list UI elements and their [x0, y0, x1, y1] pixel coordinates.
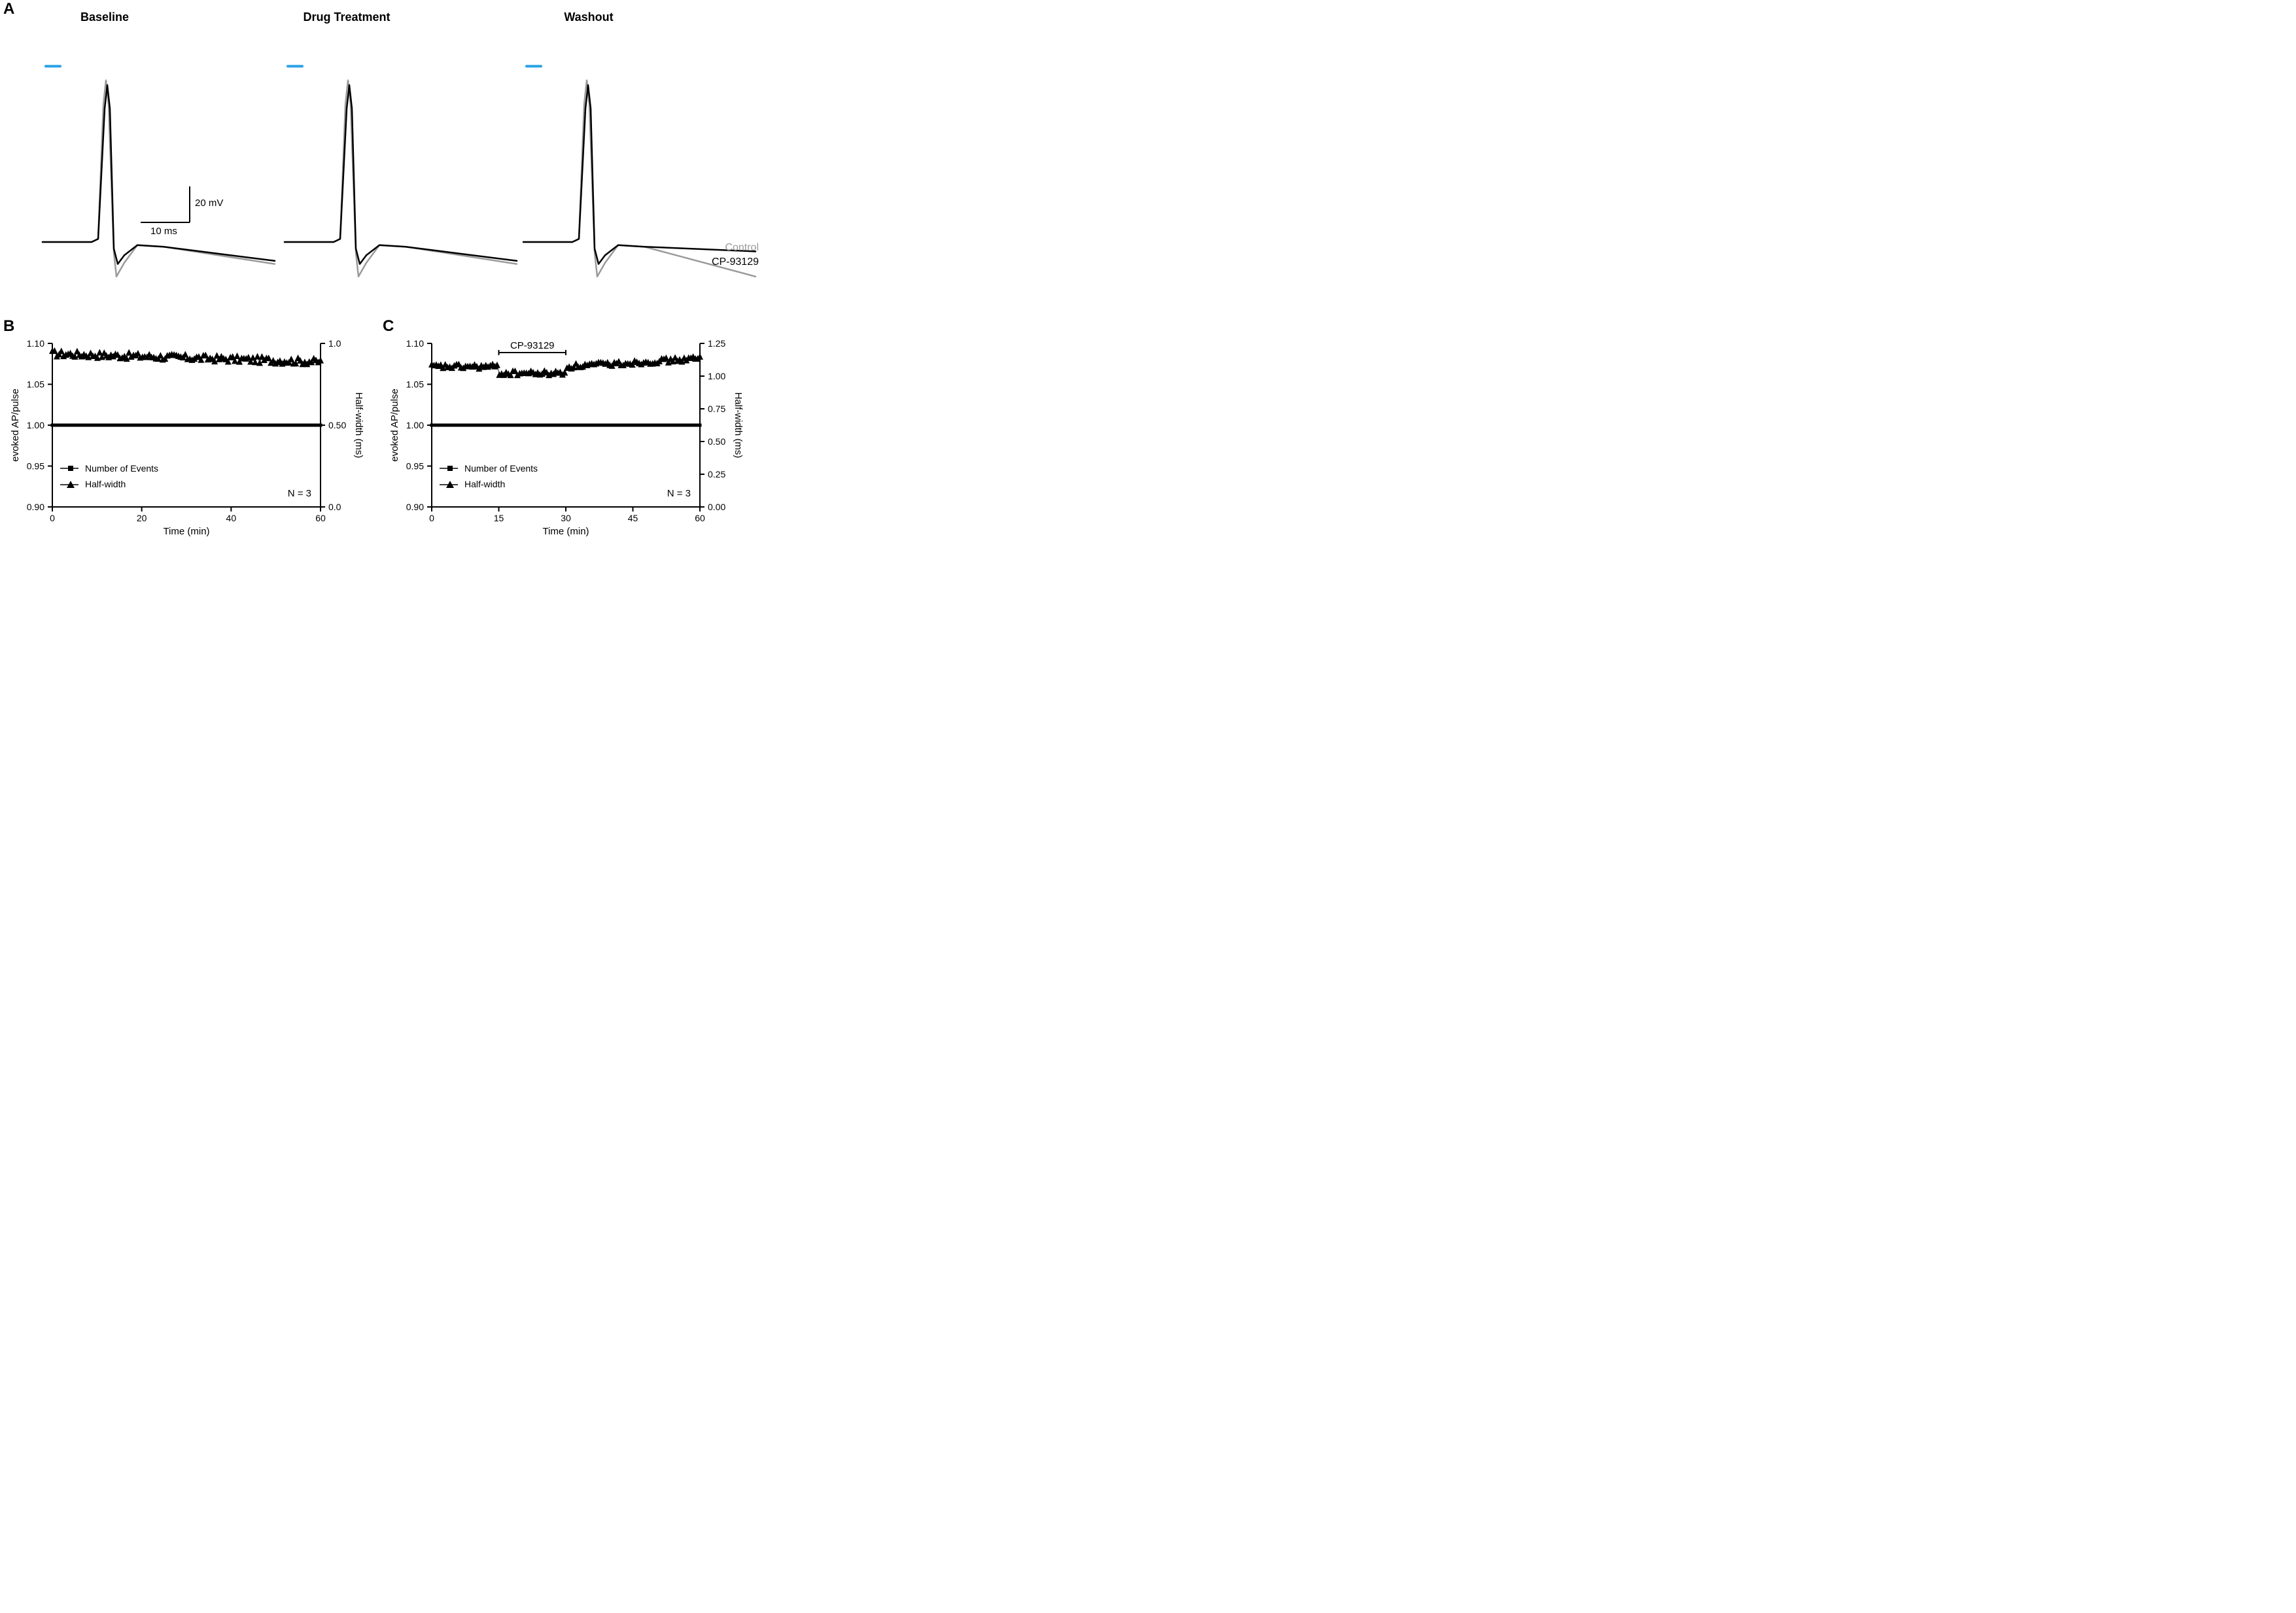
- svg-text:60: 60: [695, 513, 705, 523]
- svg-text:0.50: 0.50: [708, 436, 725, 447]
- svg-text:Half-width (ms): Half-width (ms): [353, 392, 364, 459]
- svg-text:Half-width (ms): Half-width (ms): [733, 392, 744, 459]
- svg-text:1.10: 1.10: [406, 338, 424, 349]
- svg-text:0.95: 0.95: [406, 461, 424, 472]
- svg-text:15: 15: [494, 513, 504, 523]
- trace-title-drug: Drug Treatment: [281, 10, 412, 24]
- svg-text:1.0: 1.0: [328, 338, 341, 349]
- svg-text:CP-93129: CP-93129: [510, 340, 555, 351]
- svg-text:0.90: 0.90: [27, 502, 44, 512]
- trace-title-washout: Washout: [523, 10, 654, 24]
- svg-text:0.75: 0.75: [708, 404, 725, 414]
- svg-text:60: 60: [315, 513, 326, 523]
- svg-text:0.95: 0.95: [27, 461, 44, 472]
- svg-text:N = 3: N = 3: [667, 488, 691, 499]
- svg-text:evoked AP/pulse: evoked AP/pulse: [10, 389, 21, 462]
- svg-text:Number of Events: Number of Events: [464, 463, 538, 474]
- svg-text:10 ms: 10 ms: [150, 226, 177, 237]
- svg-text:0.00: 0.00: [708, 502, 725, 512]
- series-label-control: Control: [725, 242, 759, 254]
- svg-text:1.10: 1.10: [27, 338, 44, 349]
- svg-text:0.90: 0.90: [406, 502, 424, 512]
- panel-a-label: A: [3, 0, 14, 18]
- svg-text:20: 20: [137, 513, 147, 523]
- series-label-drug: CP-93129: [712, 256, 759, 268]
- svg-text:20 mV: 20 mV: [195, 198, 223, 209]
- panels-bc-svg: 0204060Time (min)0.900.951.001.051.10evo…: [0, 321, 765, 543]
- svg-text:1.05: 1.05: [406, 379, 424, 390]
- panel-a-svg: 20 mV 10 ms: [0, 26, 765, 288]
- trace-title-baseline: Baseline: [39, 10, 170, 24]
- svg-text:1.00: 1.00: [27, 420, 44, 430]
- svg-text:Time (min): Time (min): [542, 526, 589, 537]
- svg-text:Half-width: Half-width: [85, 479, 126, 489]
- svg-text:evoked AP/pulse: evoked AP/pulse: [389, 389, 400, 462]
- svg-text:0.50: 0.50: [328, 420, 346, 430]
- svg-text:40: 40: [226, 513, 237, 523]
- svg-text:30: 30: [561, 513, 571, 523]
- svg-text:1.05: 1.05: [27, 379, 44, 390]
- svg-text:Time (min): Time (min): [163, 526, 209, 537]
- svg-text:1.00: 1.00: [708, 371, 725, 381]
- svg-text:0.0: 0.0: [328, 502, 341, 512]
- figure-root: A Baseline Drug Treatment Washout 20 mV 1…: [0, 0, 765, 538]
- svg-text:0.25: 0.25: [708, 469, 725, 479]
- svg-text:45: 45: [628, 513, 638, 523]
- svg-text:1.00: 1.00: [406, 420, 424, 430]
- svg-text:0: 0: [429, 513, 434, 523]
- svg-text:1.25: 1.25: [708, 338, 725, 349]
- svg-text:0: 0: [50, 513, 55, 523]
- svg-text:N = 3: N = 3: [288, 488, 311, 499]
- svg-text:Half-width: Half-width: [464, 479, 505, 489]
- svg-text:Number of Events: Number of Events: [85, 463, 158, 474]
